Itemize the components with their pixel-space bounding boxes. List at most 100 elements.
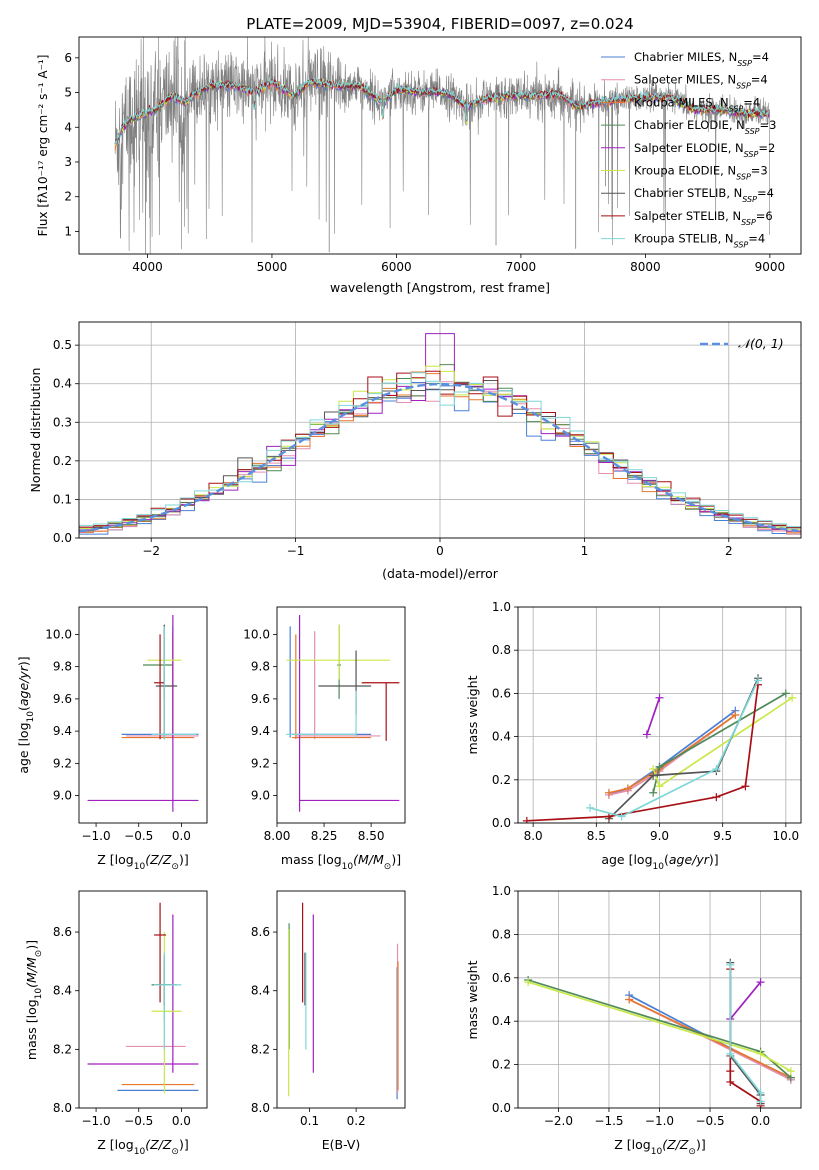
y-tick-label: 0.4	[492, 1014, 511, 1028]
y-tick-label: 6	[64, 51, 72, 65]
label-part: )]	[24, 940, 39, 950]
label-part: 10	[651, 1147, 663, 1157]
y-tick-label: 8.0	[251, 1101, 270, 1115]
spectrum-axes-plot-area	[114, 37, 770, 254]
x-tick-label: 0.0	[172, 829, 191, 843]
x-tick-label: 8.50	[358, 829, 385, 843]
x-tick-label: 0.1	[300, 1114, 319, 1128]
residual-axes: −2 −1 0 1 2 0.0 0.1 0.2 0.3 0.4 0.5	[53, 321, 802, 558]
x-tick-label: −1.0	[645, 1114, 674, 1128]
y-tick-label: 3	[64, 155, 72, 169]
point-marker	[649, 771, 658, 780]
label-part: ⊙	[384, 862, 392, 872]
y-tick-label: 8.4	[251, 984, 270, 998]
y-tick-label: 0.4	[53, 377, 72, 391]
y-tick-label: 10.0	[45, 627, 72, 641]
y-tick-label: 9.4	[251, 724, 270, 738]
legend-tail: =2	[758, 141, 775, 155]
legend-entry: Salpeter ELODIE, NSSP=2	[634, 141, 775, 159]
legend-name: Chabrier STELIB, N	[634, 186, 742, 200]
label-part: )]	[179, 1137, 189, 1152]
y-tick-label: 2	[64, 190, 72, 204]
legend-entry: 𝒩(0, 1)	[738, 336, 784, 351]
legend-tail: =4	[748, 232, 765, 246]
axes-frame	[276, 890, 406, 1109]
y-tick-label: 9.8	[251, 660, 270, 674]
y-tick-label: 1.0	[492, 600, 511, 614]
x-tick-label: 0	[436, 544, 444, 558]
y-tick-label: 1	[64, 224, 72, 238]
y-tick-label: 0.2	[492, 773, 511, 787]
legend-sub: SSP	[729, 104, 744, 113]
mass-ebv-axes: 0.1 0.2 8.0 8.2 8.4 8.6	[251, 890, 406, 1128]
label-part: age [log	[16, 722, 31, 773]
x-tick-label: 9000	[755, 260, 786, 274]
legend-entry: Kroupa ELODIE, NSSP=3	[634, 164, 768, 182]
y-tick-label: 9.0	[53, 789, 72, 803]
legend-entry: Salpeter MILES, NSSP=4	[634, 73, 768, 91]
point-marker	[756, 978, 765, 987]
y-tick-label: 9.4	[53, 724, 72, 738]
weight-line-salpeter-elodie	[729, 981, 762, 1020]
y-tick-label: 1.0	[492, 884, 511, 898]
point-marker	[604, 788, 613, 797]
label-part: Z [log	[97, 1137, 133, 1152]
weight-line-kroupa-miles	[608, 714, 736, 794]
y-tick-label: 0.3	[53, 415, 72, 429]
label-part: ⊙	[171, 1147, 179, 1157]
x-tick-label: 10.0	[772, 829, 799, 843]
point-marker	[756, 1097, 765, 1106]
point-marker	[741, 782, 750, 791]
mass-ebv-axes-plot-area	[288, 902, 399, 1100]
label-part: Z [log	[97, 852, 133, 867]
model-kroupa-stelib	[114, 76, 770, 145]
legend-name: Salpeter ELODIE, N	[634, 141, 744, 155]
y-tick-label: 0.1	[53, 492, 72, 506]
mass-z-axes-plot-area	[87, 902, 199, 1094]
x-tick-label: −2.0	[544, 1114, 573, 1128]
age-z-axes-plot-area	[87, 615, 199, 812]
legend-sub: SSP	[744, 149, 759, 158]
legend-tail: =4	[752, 50, 769, 64]
y-tick-label: 8.4	[53, 984, 72, 998]
legend-tail: =4	[743, 95, 760, 109]
residual-axes-plot-area	[79, 322, 801, 538]
y-tick-label: 8.6	[251, 925, 270, 939]
point-marker	[625, 995, 634, 1004]
label-part: )]	[709, 852, 719, 867]
x-tick-label: 9.5	[713, 829, 732, 843]
y-tick-label: 4	[64, 120, 72, 134]
x-axis-label: mass [log10(M/M⊙)]	[281, 852, 401, 872]
legend-name: Kroupa MILES, N	[634, 95, 729, 109]
legend-sub: SSP	[736, 172, 751, 181]
legend-entry: Chabrier MILES, NSSP=4	[634, 50, 769, 68]
point-marker	[781, 689, 790, 698]
label-part: ⊙	[688, 1147, 696, 1157]
weight-line-salpeter-stelib	[729, 969, 762, 1106]
weight-age-axes-plot-area	[518, 607, 801, 823]
x-tick-label: −0.5	[124, 829, 153, 843]
label-part: ⊙	[171, 862, 179, 872]
legend-sub: SSP	[741, 217, 756, 226]
legend-sub: SSP	[736, 81, 751, 90]
legend-tail: =6	[756, 209, 773, 223]
label-part: )]	[179, 852, 189, 867]
legend-entry: Kroupa STELIB, NSSP=4	[634, 232, 765, 250]
point-marker	[642, 730, 651, 739]
label-part: 10	[34, 988, 44, 1000]
histogram-kroupa-stelib	[79, 372, 801, 528]
y-tick-label: 0.2	[53, 454, 72, 468]
mass-z-axes: −1.0 −0.5 0.0 8.0 8.2 8.4 8.6	[53, 890, 208, 1128]
x-axis-label: wavelength [Angstrom, rest frame]	[330, 280, 550, 295]
point-marker	[623, 784, 632, 793]
age-mass-axes-plot-area	[286, 615, 400, 812]
weight-line-salpeter-elodie	[646, 697, 661, 735]
x-tick-label: 2	[725, 544, 733, 558]
x-tick-label: 0.2	[347, 1114, 366, 1128]
legend-tail: =3	[751, 164, 768, 178]
legend-entry: Chabrier ELODIE, NSSP=3	[634, 118, 776, 136]
x-tick-label: 0.0	[751, 1114, 770, 1128]
label-part: )]	[16, 656, 31, 666]
x-tick-label: 8000	[630, 260, 661, 274]
